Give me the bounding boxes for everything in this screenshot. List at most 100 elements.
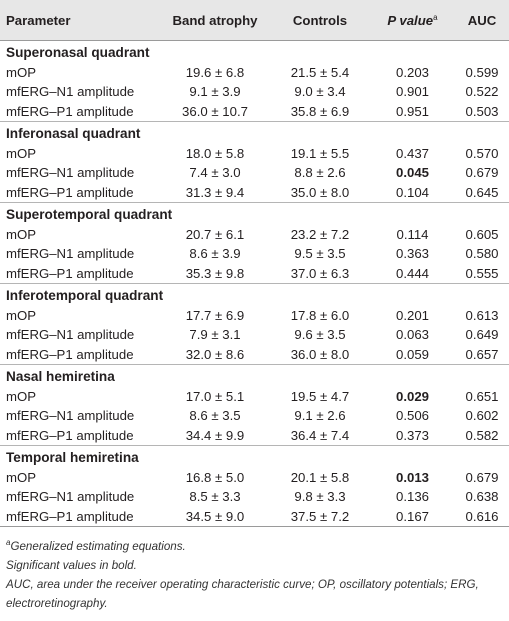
section-row: Superonasal quadrant: [0, 41, 509, 63]
cell-text: 0.373: [395, 427, 429, 443]
data-row: mOP 17.7 ± 6.9 17.8 ± 6.0 0.201 0.613: [0, 306, 509, 326]
cell-text: 8.6 ± 3.9: [189, 246, 241, 262]
cell-text: 0.555: [465, 265, 499, 281]
cell-text: Superonasal quadrant: [6, 45, 150, 61]
value-cell: 35.8 ± 6.9: [270, 102, 370, 122]
cell-text: 0.136: [395, 489, 429, 505]
parameter-cell: mfERG–N1 amplitude: [0, 487, 160, 507]
cell-text: 17.0 ± 5.1: [185, 388, 245, 404]
value-cell: 21.5 ± 5.4: [270, 63, 370, 83]
value-cell: 0.013: [370, 468, 455, 488]
cell-text: 0.444: [395, 265, 429, 281]
value-cell: 0.045: [370, 163, 455, 183]
value-cell: 0.616: [455, 506, 509, 527]
cell-text: 0.063: [395, 327, 429, 343]
cell-text: mOP: [6, 469, 37, 485]
cell-text: 0.114: [396, 226, 429, 242]
cell-text: mfERG–P1 amplitude: [6, 265, 134, 281]
section-title: Inferonasal quadrant: [0, 121, 509, 144]
cell-text: mfERG–N1 amplitude: [6, 246, 135, 262]
value-cell: 35.3 ± 9.8: [160, 264, 270, 284]
data-row: mfERG–P1 amplitude 34.4 ± 9.9 36.4 ± 7.4 0.…: [0, 426, 509, 446]
value-cell: 35.0 ± 8.0: [270, 183, 370, 203]
data-row: mOP 19.6 ± 6.8 21.5 ± 5.4 0.203 0.599: [0, 63, 509, 83]
value-cell: 0.104: [370, 183, 455, 203]
cell-text: 36.0 ± 10.7: [182, 103, 248, 119]
value-cell: 0.029: [370, 387, 455, 407]
value-cell: 16.8 ± 5.0: [160, 468, 270, 488]
data-row: mfERG–P1 amplitude 31.3 ± 9.4 35.0 ± 8.0 0.…: [0, 183, 509, 203]
value-cell: 9.5 ± 3.5: [270, 244, 370, 264]
superscript: a: [433, 12, 438, 22]
cell-text: 0.104: [395, 184, 429, 200]
value-cell: 17.0 ± 5.1: [160, 387, 270, 407]
cell-text: 0.045: [395, 165, 429, 181]
cell-text: 0.638: [465, 489, 499, 505]
cell-text: Inferonasal quadrant: [6, 126, 141, 142]
value-cell: 0.114: [370, 225, 455, 245]
table-body: Superonasal quadrant mOP 19.6 ± 6.8 21.5 ± …: [0, 41, 509, 527]
value-cell: 19.1 ± 5.5: [270, 144, 370, 164]
cell-text: mfERG–N1 amplitude: [6, 408, 135, 424]
value-cell: 19.5 ± 4.7: [270, 387, 370, 407]
cell-text: mfERG–N1 amplitude: [6, 489, 135, 505]
footnote: aGeneralized estimating equations.: [6, 533, 503, 556]
cell-text: 37.5 ± 7.2: [290, 508, 350, 524]
section-row: Inferonasal quadrant: [0, 121, 509, 144]
data-row: mfERG–N1 amplitude 8.6 ± 3.9 9.5 ± 3.5 0.36…: [0, 244, 509, 264]
cell-text: 9.0 ± 3.4: [294, 84, 346, 100]
cell-text: 0.029: [395, 388, 429, 404]
parameter-cell: mOP: [0, 306, 160, 326]
value-cell: 17.8 ± 6.0: [270, 306, 370, 326]
value-cell: 0.059: [370, 345, 455, 365]
cell-text: 0.201: [395, 307, 429, 323]
cell-text: 0.613: [465, 307, 499, 323]
data-row: mOP 18.0 ± 5.8 19.1 ± 5.5 0.437 0.570: [0, 144, 509, 164]
cell-text: 17.7 ± 6.9: [185, 307, 245, 323]
data-row: mfERG–P1 amplitude 32.0 ± 8.6 36.0 ± 8.0 0.…: [0, 345, 509, 365]
cell-text: Generalized estimating equations.: [10, 540, 186, 553]
parameter-cell: mfERG–P1 amplitude: [0, 426, 160, 446]
value-cell: 36.0 ± 8.0: [270, 345, 370, 365]
parameter-cell: mfERG–N1 amplitude: [0, 406, 160, 426]
cell-text: 0.657: [465, 346, 499, 362]
cell-text: mOP: [6, 64, 37, 80]
cell-text: 9.1 ± 3.9: [189, 84, 241, 100]
cell-text: Nasal hemiretina: [6, 369, 115, 385]
value-cell: 37.0 ± 6.3: [270, 264, 370, 284]
cell-text: 20.7 ± 6.1: [185, 226, 245, 242]
footnote: AUC, area under the receiver operating c…: [6, 575, 503, 613]
value-cell: 23.2 ± 7.2: [270, 225, 370, 245]
value-cell: 34.5 ± 9.0: [160, 506, 270, 527]
data-row: mfERG–P1 amplitude 36.0 ± 10.7 35.8 ± 6.9 0…: [0, 102, 509, 122]
cell-text: 0.616: [465, 508, 499, 524]
cell-text: 0.649: [465, 327, 499, 343]
value-cell: 0.136: [370, 487, 455, 507]
value-cell: 0.063: [370, 325, 455, 345]
footnote: Significant values in bold.: [6, 556, 503, 575]
cell-text: 21.5 ± 5.4: [290, 64, 350, 80]
parameter-cell: mfERG–P1 amplitude: [0, 264, 160, 284]
cell-text: 17.8 ± 6.0: [290, 307, 350, 323]
parameter-cell: mfERG–N1 amplitude: [0, 82, 160, 102]
parameter-cell: mfERG–P1 amplitude: [0, 345, 160, 365]
cell-text: mfERG–P1 amplitude: [6, 103, 134, 119]
data-row: mOP 17.0 ± 5.1 19.5 ± 4.7 0.029 0.651: [0, 387, 509, 407]
value-cell: 0.373: [370, 426, 455, 446]
cell-text: 0.167: [395, 508, 429, 524]
value-cell: 0.649: [455, 325, 509, 345]
cell-text: 23.2 ± 7.2: [290, 226, 350, 242]
cell-text: Band atrophy: [172, 12, 258, 28]
value-cell: 0.613: [455, 306, 509, 326]
cell-text: 34.4 ± 9.9: [185, 427, 245, 443]
value-cell: 0.201: [370, 306, 455, 326]
cell-text: 0.679: [465, 469, 499, 485]
cell-text: mOP: [6, 307, 37, 323]
cell-text: 35.3 ± 9.8: [185, 265, 245, 281]
value-cell: 36.4 ± 7.4: [270, 426, 370, 446]
section-row: Nasal hemiretina: [0, 364, 509, 387]
cell-text: 0.570: [465, 145, 499, 161]
value-cell: 0.645: [455, 183, 509, 203]
value-cell: 17.7 ± 6.9: [160, 306, 270, 326]
value-cell: 7.4 ± 3.0: [160, 163, 270, 183]
